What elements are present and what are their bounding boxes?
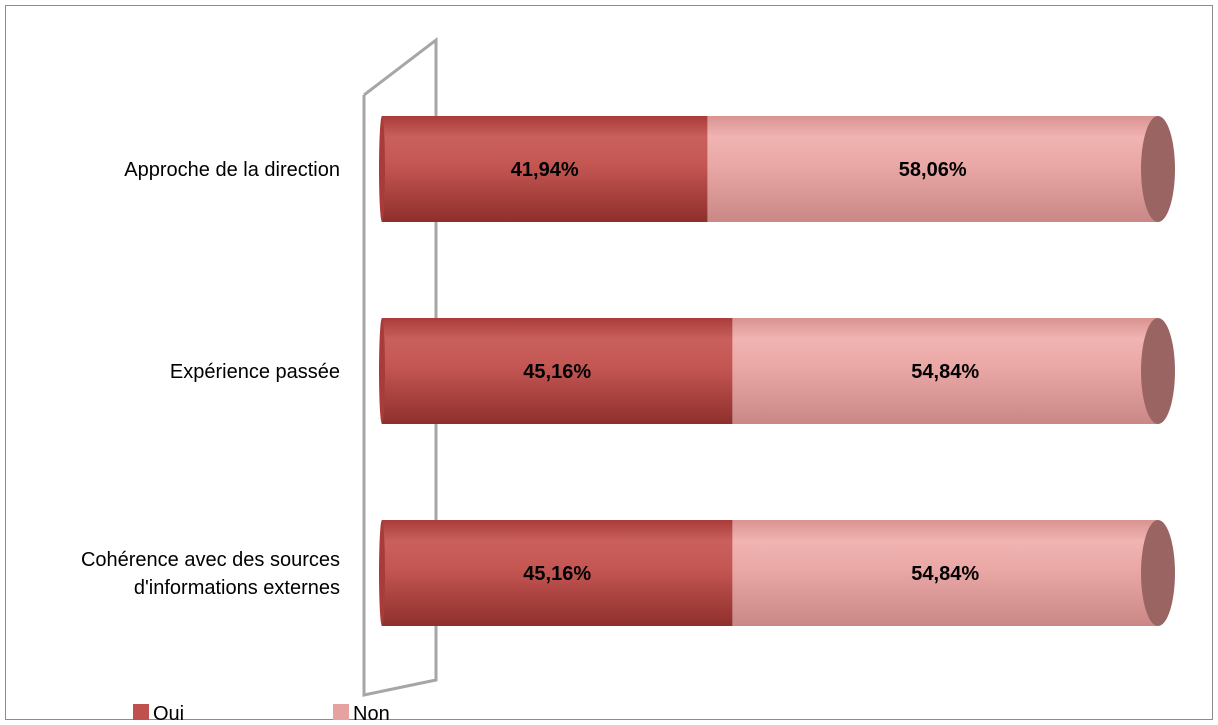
back-wall	[362, 36, 438, 697]
bar-cap-left-2	[379, 318, 385, 424]
category-label-line: Expérience passée	[170, 361, 340, 383]
data-label-oui-2: 45,16%	[523, 361, 591, 383]
bar-non-3	[732, 520, 1158, 626]
category-label-line: Approche de la direction	[124, 159, 340, 181]
bars-layer	[379, 116, 1175, 626]
legend-label-oui: Oui	[153, 703, 184, 725]
data-label-non-1: 58,06%	[899, 159, 967, 181]
bar-cap-right-2	[1141, 318, 1175, 424]
data-label-non-2: 54,84%	[911, 361, 979, 383]
bar-oui-1	[382, 116, 708, 222]
legend-swatch-non	[333, 704, 349, 720]
data-label-oui-1: 41,94%	[511, 159, 579, 181]
category-label-3: Cohérence avec des sources d'informations…	[81, 549, 340, 599]
category-label-line: Cohérence avec des sources	[81, 549, 340, 571]
bar-non-2	[732, 318, 1158, 424]
category-label-line: d'informations externes	[134, 577, 340, 599]
legend-label-non: Non	[353, 703, 390, 725]
bar-oui-2	[382, 318, 733, 424]
legend: Oui Non	[133, 703, 390, 725]
bar-cap-left-1	[379, 116, 385, 222]
category-label-2: Expérience passée	[170, 361, 340, 383]
bar-cap-left-3	[379, 520, 385, 626]
bar-oui-3	[382, 520, 733, 626]
bar-cap-right-3	[1141, 520, 1175, 626]
labels-layer: 41,94% 58,06% Approche de la direction 45,1…	[81, 159, 979, 599]
data-label-oui-3: 45,16%	[523, 563, 591, 585]
data-label-non-3: 54,84%	[911, 563, 979, 585]
category-label-1: Approche de la direction	[124, 159, 340, 181]
bar-non-1	[707, 116, 1158, 222]
legend-swatch-oui	[133, 704, 149, 720]
bar-cap-right-1	[1141, 116, 1175, 222]
